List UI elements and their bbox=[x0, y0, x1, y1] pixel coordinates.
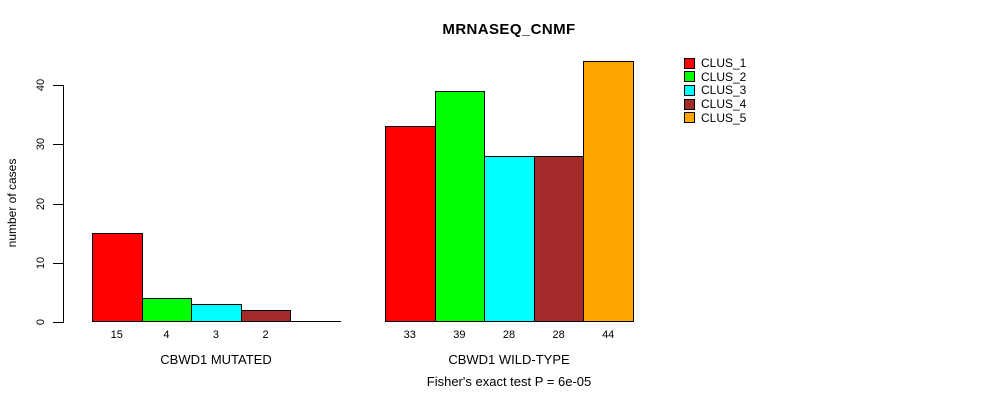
legend-row: CLUS_3 bbox=[684, 84, 746, 96]
y-tick-label: 20 bbox=[35, 197, 47, 210]
y-axis-line bbox=[63, 85, 64, 323]
bar-clus_4 bbox=[533, 156, 585, 322]
y-tick-label: 10 bbox=[35, 256, 47, 269]
y-tick-label: 40 bbox=[35, 78, 47, 92]
bar-value-label: 28 bbox=[502, 329, 516, 341]
legend-swatch-clus_4 bbox=[684, 98, 695, 110]
bar-clus_3 bbox=[484, 156, 535, 322]
bar-value-label: 44 bbox=[602, 329, 615, 341]
bar-value-label: 39 bbox=[453, 329, 466, 341]
y-tick bbox=[53, 144, 63, 146]
legend-label: CLUS_4 bbox=[701, 97, 747, 112]
y-tick bbox=[53, 322, 63, 323]
legend-row: CLUS_5 bbox=[684, 112, 746, 124]
bar-clus_5-zero bbox=[290, 321, 341, 322]
legend-row: CLUS_1 bbox=[684, 57, 746, 69]
bar-value-label: 28 bbox=[552, 329, 565, 341]
bar-value-label: 33 bbox=[403, 329, 416, 341]
bar-clus_1 bbox=[92, 233, 143, 322]
legend-swatch-clus_3 bbox=[684, 84, 695, 96]
bar-clus_3 bbox=[191, 304, 242, 322]
group-label-mutated: CBWD1 MUTATED bbox=[160, 352, 272, 367]
bar-clus_2 bbox=[434, 90, 486, 322]
group-label-wildtype: CBWD1 WILD-TYPE bbox=[448, 352, 570, 367]
y-tick-label: 30 bbox=[35, 138, 47, 151]
legend-swatch-clus_5 bbox=[684, 112, 695, 124]
bar-clus_1 bbox=[385, 126, 436, 322]
legend-label: CLUS_1 bbox=[701, 56, 747, 70]
y-tick bbox=[53, 85, 63, 86]
legend-swatch-clus_2 bbox=[684, 71, 695, 83]
y-tick bbox=[53, 262, 63, 264]
legend-label: CLUS_5 bbox=[701, 110, 747, 125]
legend-row: CLUS_2 bbox=[684, 71, 746, 83]
chart-title: MRNASEQ_CNMF bbox=[442, 21, 576, 38]
legend-label: CLUS_2 bbox=[701, 69, 747, 84]
bar-value-label: 2 bbox=[262, 329, 269, 341]
y-axis-label: number of cases bbox=[5, 158, 19, 248]
legend-swatch-clus_1 bbox=[684, 57, 695, 69]
bar-value-label: 4 bbox=[163, 329, 170, 341]
y-tick-label: 0 bbox=[35, 318, 47, 326]
fisher-test-footnote: Fisher's exact test P = 6e-05 bbox=[426, 374, 592, 389]
legend-row: CLUS_4 bbox=[684, 98, 746, 110]
bar-value-label: 3 bbox=[212, 329, 220, 341]
legend-label: CLUS_3 bbox=[701, 83, 747, 98]
bar-clus_5 bbox=[583, 61, 634, 322]
y-tick bbox=[53, 203, 63, 205]
bar-clus_2 bbox=[141, 298, 193, 322]
bar-value-label: 15 bbox=[110, 329, 123, 341]
bar-clus_4 bbox=[240, 310, 292, 322]
